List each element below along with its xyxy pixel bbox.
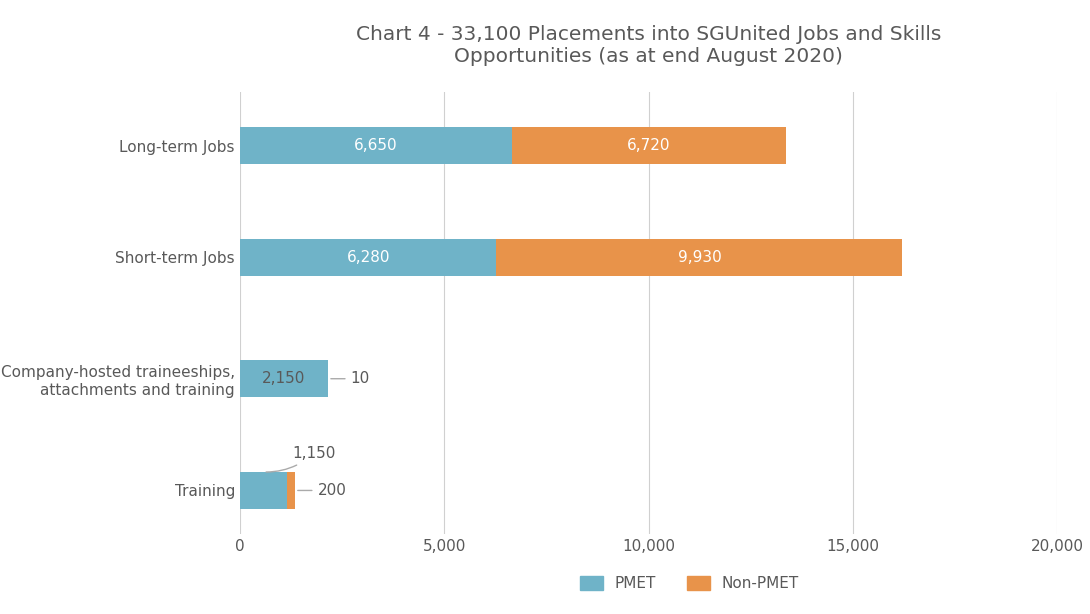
Text: 6,280: 6,280 <box>347 250 390 265</box>
Legend: PMET, Non-PMET: PMET, Non-PMET <box>573 570 806 597</box>
Bar <box>287 472 295 509</box>
Text: 6,720: 6,720 <box>627 138 670 153</box>
Bar <box>240 239 497 276</box>
Text: 9,930: 9,930 <box>678 250 722 265</box>
Text: 10: 10 <box>331 371 370 386</box>
Title: Chart 4 - 33,100 Placements into SGUnited Jobs and Skills
Opportunities (as at e: Chart 4 - 33,100 Placements into SGUnite… <box>355 25 942 66</box>
Text: 200: 200 <box>298 483 347 498</box>
Text: 2,150: 2,150 <box>262 371 305 386</box>
Text: 6,650: 6,650 <box>354 138 398 153</box>
Bar <box>240 360 328 397</box>
Text: 1,150: 1,150 <box>266 446 336 472</box>
Bar <box>511 127 786 164</box>
Bar <box>240 472 287 509</box>
Bar <box>240 127 511 164</box>
Bar <box>497 239 903 276</box>
